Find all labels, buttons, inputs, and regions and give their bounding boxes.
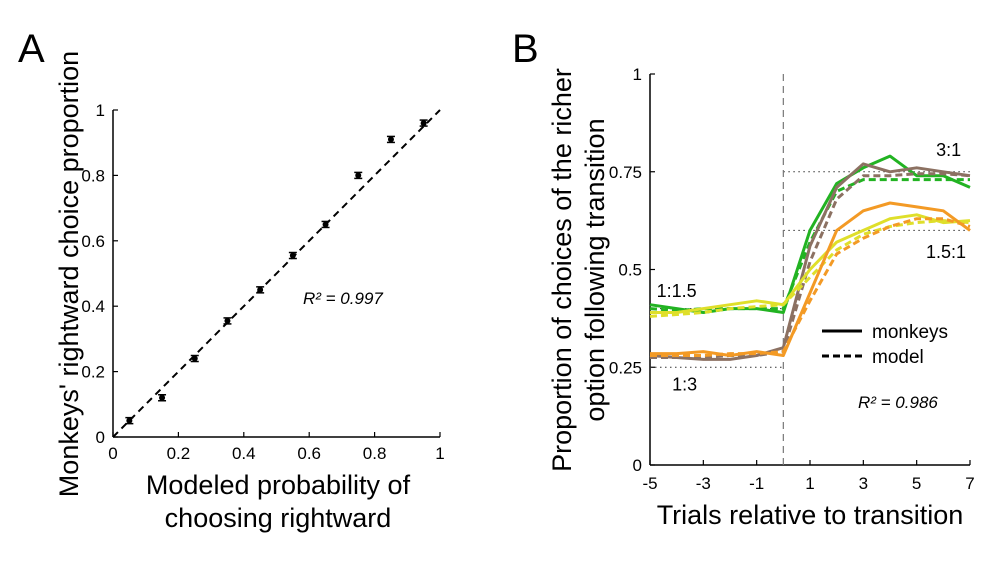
- data-point: [257, 286, 264, 293]
- x-axis-title: Trials relative to transition: [657, 500, 964, 530]
- legend-label: monkeys: [872, 322, 948, 343]
- condition-label: 1.5:1: [926, 242, 966, 262]
- x-tick-label: 7: [965, 474, 974, 493]
- legend-label: model: [872, 347, 924, 368]
- y-axis-title-line1: Proportion of choices of the richer: [547, 68, 577, 472]
- data-point: [420, 120, 427, 127]
- y-tick-label: 0.5: [618, 261, 642, 280]
- panel-letter: A: [18, 27, 45, 71]
- y-axis-title: Monkeys' rightward choice proportion: [54, 51, 84, 497]
- y-tick-label: 0.6: [81, 232, 105, 251]
- panel-b: B -5 -3 -1 1 3 5 7 0 0.25 0.5 0.75 1 1:1.5 1:3 3:1 1.5:1…: [512, 27, 975, 530]
- condition-label: 1:3: [672, 375, 697, 395]
- data-point: [159, 394, 166, 401]
- y-axis-title-line2: option following transition: [580, 118, 610, 421]
- condition-label: 1:1.5: [657, 281, 697, 301]
- x-tick-label: 0: [108, 444, 117, 463]
- x-tick-label: -1: [749, 474, 764, 493]
- data-point: [322, 221, 329, 228]
- x-tick-label: 0.8: [363, 444, 387, 463]
- x-axis-title-line1: Modeled probability of: [146, 470, 411, 500]
- x-tick-label: 0.4: [232, 444, 256, 463]
- x-tick-label: 5: [912, 474, 921, 493]
- data-point: [191, 355, 198, 362]
- x-tick-label: -3: [696, 474, 711, 493]
- condition-label: 3:1: [936, 140, 961, 160]
- y-tick-label: 0: [96, 428, 105, 447]
- identity-line: [112, 109, 441, 438]
- y-tick-label: 0.75: [609, 163, 642, 182]
- series-line-1-dashed: [649, 178, 970, 313]
- data-point: [126, 417, 133, 424]
- x-tick-label: 1: [805, 474, 814, 493]
- r-squared-annotation: R² = 0.986: [858, 393, 938, 412]
- data-point: [387, 136, 394, 143]
- data-point: [289, 252, 296, 259]
- y-tick-label: 1: [633, 65, 642, 84]
- x-tick-label: 0.2: [167, 444, 191, 463]
- panel-letter: B: [512, 27, 539, 71]
- series-line-7-dashed: [650, 217, 971, 357]
- x-tick-label: -5: [642, 474, 657, 493]
- y-tick-label: 0: [633, 456, 642, 475]
- panel-a: A 0 0.2 0.4 0.6 0.8 1 0 0.2 0.4 0.6 0.8 1 R² = 0.997 M…: [18, 27, 445, 533]
- series-line-4-solid: [650, 213, 971, 314]
- x-tick-label: 3: [859, 474, 868, 493]
- data-point: [355, 172, 362, 179]
- y-tick-label: 0.8: [81, 166, 105, 185]
- y-tick-label: 0.2: [81, 363, 105, 382]
- series-line-0-solid: [649, 154, 971, 314]
- y-tick-label: 0.25: [609, 358, 642, 377]
- y-tick-label: 0.4: [81, 297, 105, 316]
- x-tick-label: 1: [435, 444, 444, 463]
- r-squared-annotation: R² = 0.997: [303, 289, 383, 308]
- series-line-2-solid: [649, 162, 971, 361]
- y-tick-label: 1: [96, 101, 105, 120]
- data-point: [224, 317, 231, 324]
- x-tick-label: 0.6: [297, 444, 321, 463]
- series-line-6-solid: [650, 201, 971, 357]
- x-axis-title-line2: choosing rightward: [165, 503, 392, 533]
